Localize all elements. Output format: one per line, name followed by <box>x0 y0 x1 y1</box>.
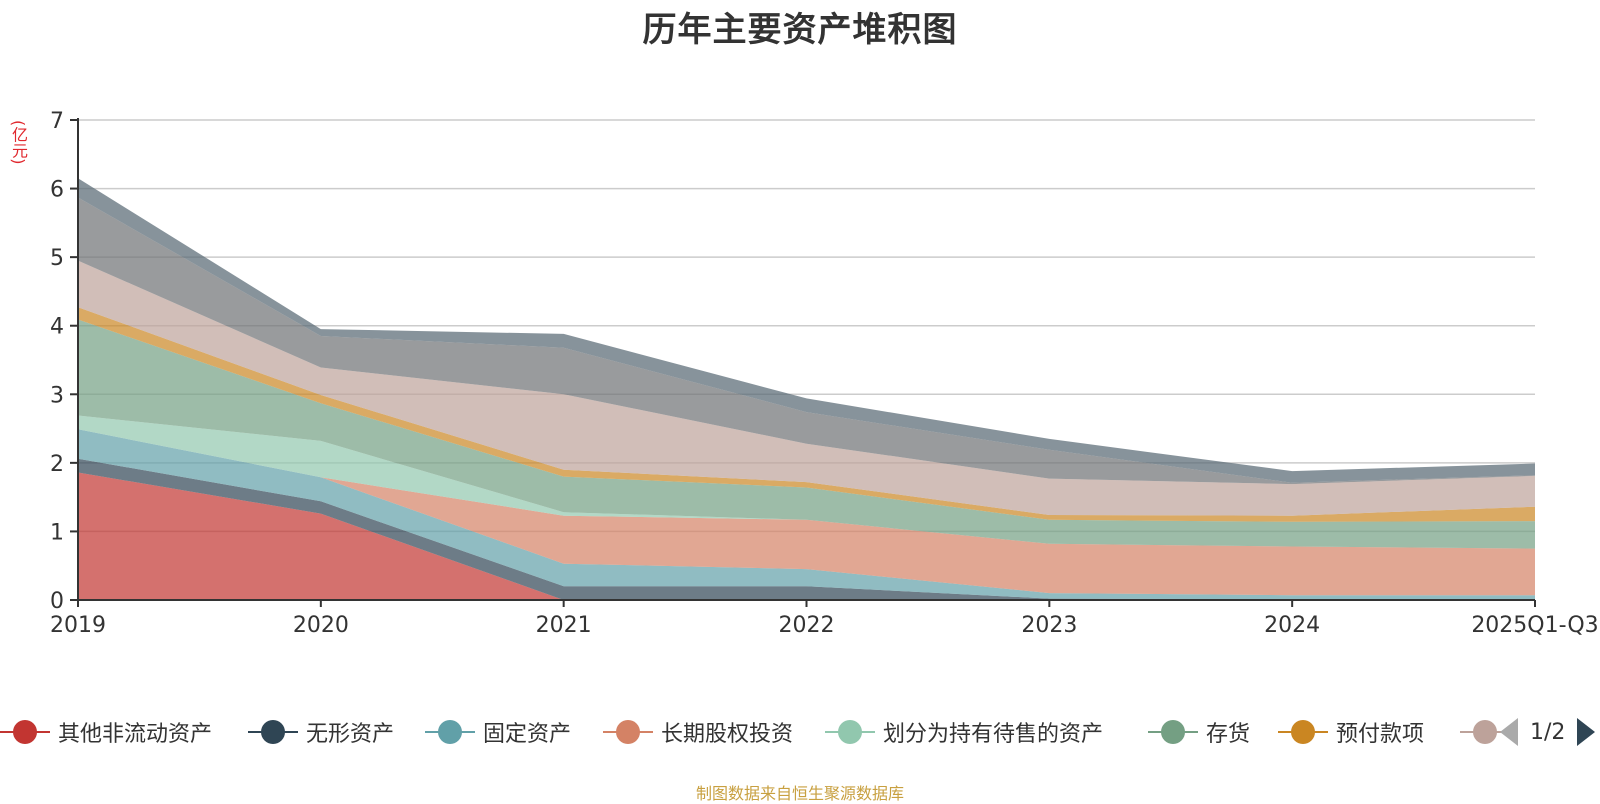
legend-prev-page-icon[interactable] <box>1500 718 1518 746</box>
legend-label: 固定资产 <box>483 722 572 747</box>
legend: 其他非流动资产 无形资产 固定资产 长期股权投资 划分为持有待售的资产 存货 预付款项 其他应… <box>0 712 1600 752</box>
legend-label: 存货 <box>1206 722 1251 747</box>
y-tick-label-4: 4 <box>50 315 64 340</box>
legend-marker-icon <box>1460 712 1510 752</box>
legend-page-indicator: 1/2 <box>1530 719 1566 745</box>
y-axis-unit-label: (亿元) <box>9 120 28 165</box>
legend-item-5[interactable]: 存货 <box>1148 712 1250 752</box>
legend-label: 预付款项 <box>1336 722 1425 747</box>
y-tick-label-2: 2 <box>50 452 64 477</box>
y-tick-label-6: 6 <box>50 178 64 203</box>
stacked-area-chart: 0 1 2 3 4 5 6 7 2019 2020 2021 2022 2023 2024 2025Q1-Q… <box>50 109 1599 638</box>
legend-item-6[interactable]: 预付款项 <box>1278 712 1424 752</box>
legend-item-2[interactable]: 固定资产 <box>425 712 571 752</box>
legend-item-7[interactable]: 其他应收款 <box>1460 712 1510 752</box>
area-series-2 <box>78 429 1535 600</box>
area-series-7 <box>78 260 1535 516</box>
tick-labels: 0 1 2 3 4 5 6 7 2019 2020 2021 2022 2023 2024 2025Q1-Q… <box>50 109 1599 638</box>
area-series-1 <box>78 458 1535 600</box>
area-series <box>78 178 1535 600</box>
legend-next-page-icon[interactable] <box>1577 718 1596 746</box>
y-tick-label-1: 1 <box>50 520 64 545</box>
area-series-8 <box>78 197 1535 485</box>
legend-marker-icon <box>0 712 50 752</box>
x-tick-label-2: 2021 <box>536 613 592 638</box>
legend-marker-icon <box>1148 712 1198 752</box>
chart-title: 历年主要资产堆积图 <box>642 10 958 50</box>
x-tick-label-0: 2019 <box>50 613 106 638</box>
legend-label: 无形资产 <box>306 722 395 747</box>
legend-item-3[interactable]: 长期股权投资 <box>603 712 793 752</box>
y-tick-label-7: 7 <box>50 109 64 134</box>
legend-marker-icon <box>825 712 875 752</box>
area-series-9 <box>78 178 1535 483</box>
area-series-4 <box>78 415 1535 549</box>
legend-marker-icon <box>425 712 475 752</box>
legend-item-4[interactable]: 划分为持有待售的资产 <box>825 712 1103 752</box>
y-tick-label-0: 0 <box>50 589 64 614</box>
legend-marker-icon <box>1278 712 1328 752</box>
legend-label: 划分为持有待售的资产 <box>883 722 1104 747</box>
x-tick-label-5: 2024 <box>1264 613 1320 638</box>
axes <box>70 118 1536 607</box>
legend-label: 长期股权投资 <box>661 722 794 747</box>
x-tick-label-1: 2020 <box>293 613 349 638</box>
legend-label: 其他非流动资产 <box>58 722 213 747</box>
area-series-6 <box>78 307 1535 522</box>
x-tick-label-3: 2022 <box>779 613 835 638</box>
area-series-3 <box>78 429 1535 596</box>
legend-item-1[interactable]: 无形资产 <box>248 712 394 752</box>
x-tick-label-6: 2025Q1-Q3 <box>1471 613 1598 638</box>
y-tick-label-3: 3 <box>50 383 64 408</box>
x-tick-label-4: 2023 <box>1021 613 1077 638</box>
area-series-0 <box>78 472 1535 600</box>
legend-item-0[interactable]: 其他非流动资产 <box>0 712 212 752</box>
area-series-5 <box>78 319 1535 549</box>
legend-marker-icon <box>603 712 653 752</box>
y-tick-label-5: 5 <box>50 246 64 271</box>
source-note: 制图数据来自恒生聚源数据库 <box>695 784 904 803</box>
legend-marker-icon <box>248 712 298 752</box>
legend-pager: 1/2 <box>1500 712 1596 752</box>
